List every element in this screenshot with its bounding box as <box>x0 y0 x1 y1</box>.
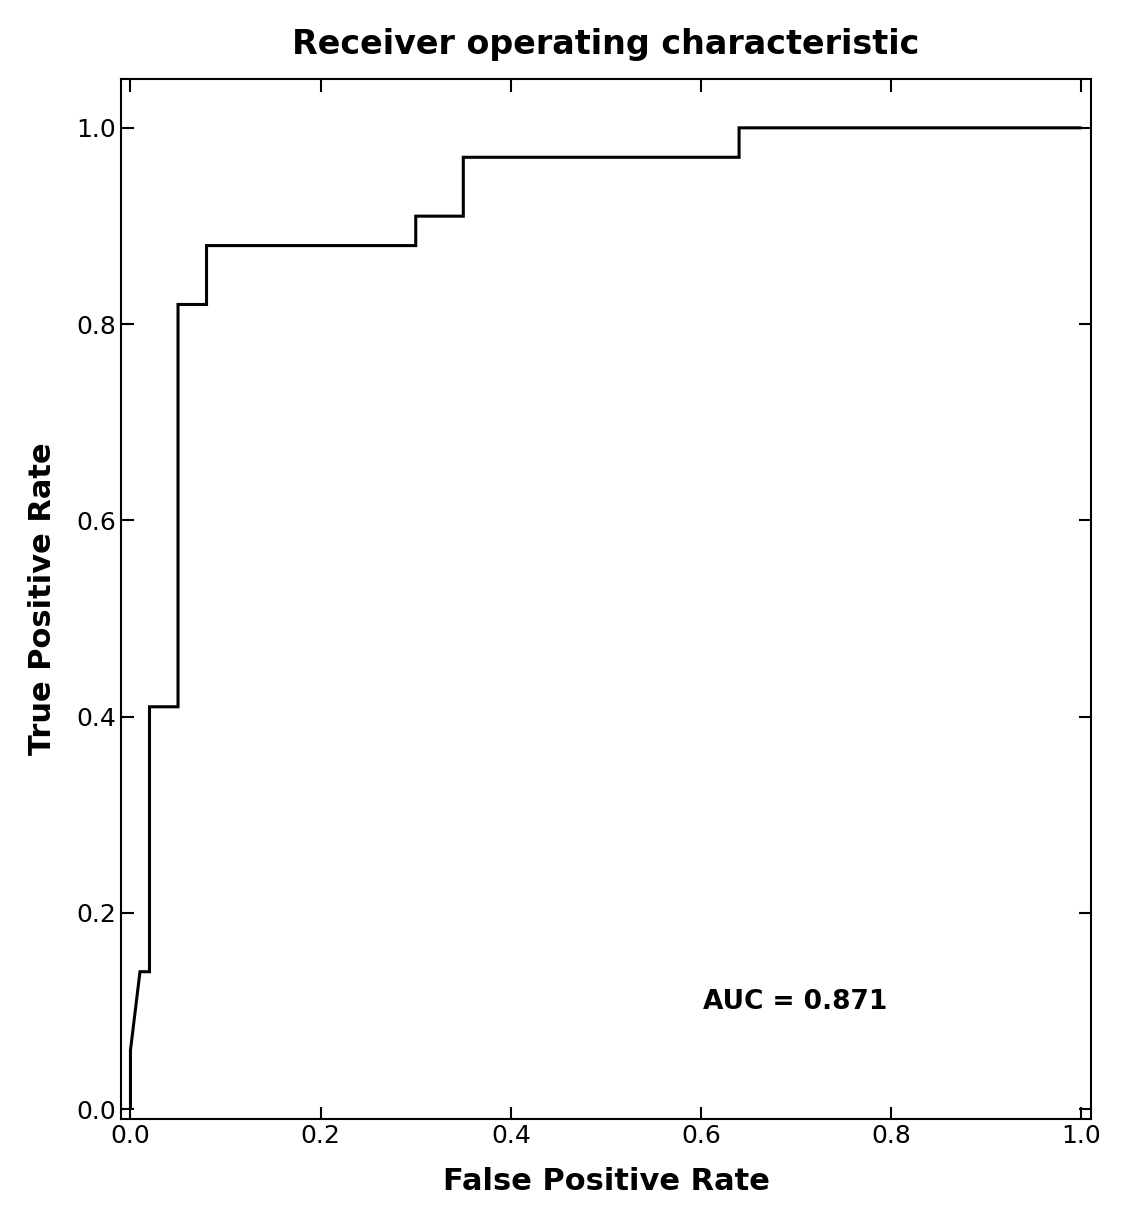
Title: Receiver operating characteristic: Receiver operating characteristic <box>293 28 920 61</box>
Y-axis label: True Positive Rate: True Positive Rate <box>28 443 56 755</box>
X-axis label: False Positive Rate: False Positive Rate <box>443 1168 770 1196</box>
Text: AUC = 0.871: AUC = 0.871 <box>703 989 887 1015</box>
